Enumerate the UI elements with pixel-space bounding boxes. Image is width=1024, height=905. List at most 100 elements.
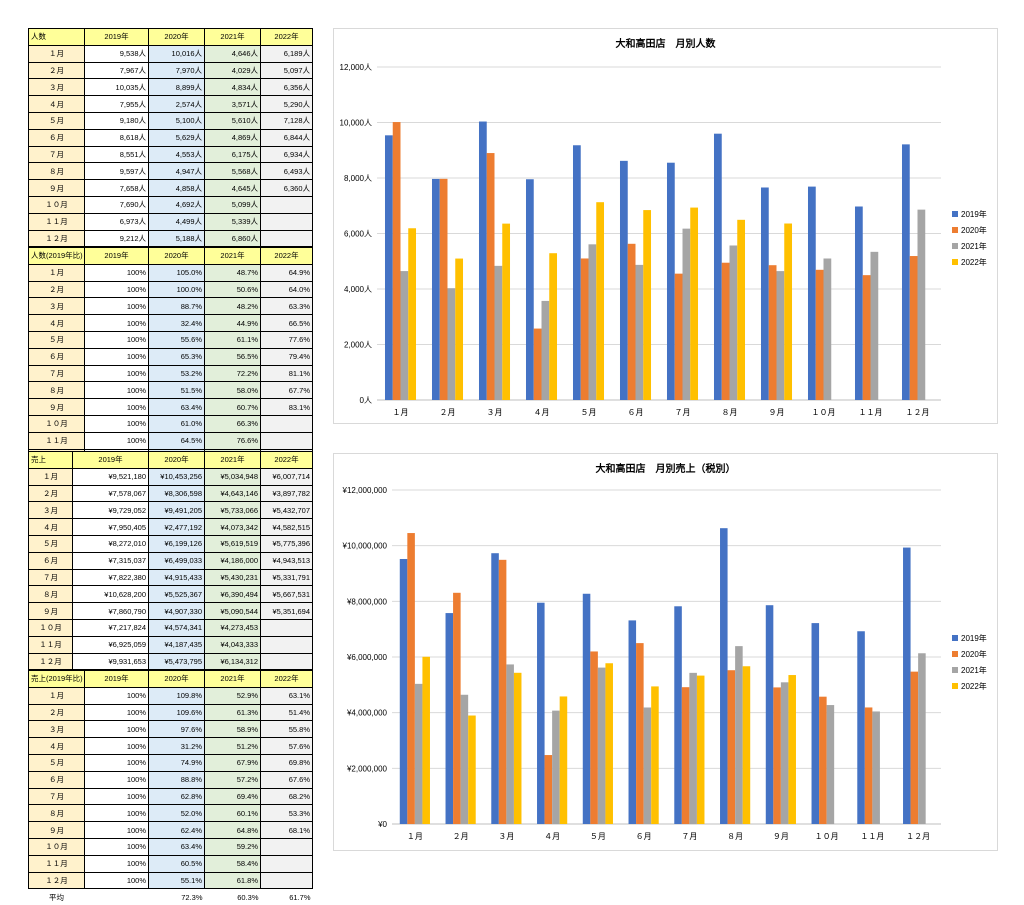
- table-cell: 100%: [84, 837, 149, 856]
- table-cell: 5,568人: [204, 162, 261, 181]
- row-label: ４月: [28, 737, 85, 755]
- table-cell: 5,629人: [148, 128, 205, 147]
- table-row: ４月 7,955人 2,574人 3,571人 5,290人: [28, 95, 313, 113]
- table-cell: ¥4,073,342: [204, 518, 261, 536]
- bar: [826, 705, 835, 824]
- row-label: ６月: [28, 551, 73, 570]
- bar: [636, 643, 644, 824]
- x-tick-label: ２月: [440, 408, 456, 417]
- bar: [773, 687, 781, 824]
- table-cell: 10,016人: [148, 44, 205, 63]
- bar: [445, 613, 454, 824]
- table-cell: 4,858人: [148, 179, 205, 197]
- y-tick-label: ¥4,000,000: [346, 709, 388, 718]
- bar: [559, 696, 568, 824]
- bar: [498, 559, 507, 824]
- table-cell: ¥4,187,435: [148, 635, 205, 654]
- column-header: 2021年: [204, 247, 261, 265]
- table-cell: 100%: [84, 431, 149, 450]
- table-row: １月 ¥9,521,180 ¥10,453,256 ¥5,034,948 ¥6,007,…: [28, 467, 313, 486]
- table-row: １２月 9,212人 5,188人 6,860人: [28, 229, 313, 248]
- table-cell: 100%: [84, 381, 149, 400]
- table-cell: 55.1%: [148, 871, 205, 890]
- table-cell: 60.1%: [204, 804, 261, 823]
- table-row: １１月 6,973人 4,499人 5,339人: [28, 212, 313, 231]
- row-label: ３月: [28, 720, 85, 739]
- bar: [407, 533, 415, 824]
- table-cell: ¥4,943,513: [260, 551, 313, 570]
- table-cell: 10,035人: [84, 78, 149, 97]
- bar: [439, 178, 448, 400]
- bar: [431, 178, 440, 400]
- legend-label: 2022年: [961, 257, 987, 267]
- row-label: ５月: [28, 534, 73, 553]
- table-cell: 68.1%: [260, 821, 313, 839]
- table-header-row: 人数(2019年比) 2019年 2020年 2021年 2022年: [28, 247, 313, 265]
- table-cell: ¥4,582,515: [260, 518, 313, 536]
- table-cell: 3,571人: [204, 95, 261, 113]
- table-cell: 4,029人: [204, 61, 261, 80]
- visitors-chart: 大和高田店 月別人数 0人 2,000人 4,000人 6,000人 8,000人 10,0…: [333, 28, 998, 424]
- table-cell: ¥7,315,037: [72, 551, 149, 570]
- row-label: ９月: [28, 821, 85, 839]
- table-row: １１月 ¥6,925,059 ¥4,187,435 ¥4,043,333: [28, 635, 313, 654]
- table-cell: ¥7,578,067: [72, 484, 149, 503]
- table-cell: 6,356人: [260, 78, 313, 97]
- table-cell: [260, 195, 313, 214]
- bar: [768, 265, 777, 400]
- table-cell: 100%: [84, 720, 149, 739]
- bar: [533, 328, 542, 400]
- visitors-ratio-table: 人数(2019年比) 2019年 2020年 2021年 2022年 １月 100% 105.…: [28, 247, 313, 482]
- table-cell: 5,100人: [148, 111, 205, 130]
- table-cell: ¥6,007,714: [260, 467, 313, 486]
- table-cell: 4,834人: [204, 78, 261, 97]
- row-label: １２月: [28, 652, 73, 671]
- table-header-row: 売上(2019年比) 2019年 2020年 2021年 2022年: [28, 670, 313, 688]
- row-label: ８月: [28, 381, 85, 400]
- table-cell: ¥5,473,795: [148, 652, 205, 671]
- bar: [784, 223, 793, 400]
- table-cell: 5,339人: [204, 212, 261, 231]
- table-row: ９月 100% 63.4% 60.7% 83.1%: [28, 398, 313, 416]
- table-cell: 8,618人: [84, 128, 149, 147]
- table-cell: ¥5,331,791: [260, 568, 313, 587]
- table-cell: [260, 854, 313, 873]
- y-tick-label: 12,000人: [340, 63, 372, 72]
- row-label: １０月: [28, 618, 73, 637]
- chart-title: 大和高田店 月別売上（税別）: [596, 462, 736, 475]
- table-cell: 64.0%: [260, 280, 313, 299]
- table-cell: 52.9%: [204, 686, 261, 705]
- table-cell: ¥9,729,052: [72, 501, 149, 520]
- table-cell: ¥5,619,519: [204, 534, 261, 553]
- bar: [580, 258, 589, 400]
- table-cell: ¥4,043,333: [204, 635, 261, 654]
- table-row: ９月 100% 62.4% 64.8% 68.1%: [28, 821, 313, 839]
- bar: [862, 275, 871, 400]
- bar: [486, 153, 495, 400]
- table-cell: 64.8%: [204, 821, 261, 839]
- table-cell: 63.4%: [148, 837, 205, 856]
- column-header: 2022年: [260, 247, 313, 265]
- bar: [788, 675, 796, 824]
- table-cell: 6,360人: [260, 179, 313, 197]
- table-row: ３月 100% 88.7% 48.2% 63.3%: [28, 297, 313, 316]
- table-cell: 100%: [84, 398, 149, 416]
- table-row: １月 100% 109.8% 52.9% 63.1%: [28, 686, 313, 705]
- table-row: １０月 100% 61.0% 66.3%: [28, 414, 313, 433]
- bar: [627, 243, 636, 400]
- bar: [453, 592, 461, 824]
- table-row: １１月 100% 60.5% 58.4%: [28, 854, 313, 873]
- bar: [384, 135, 393, 400]
- bar: [491, 553, 499, 824]
- x-tick-label: １２月: [906, 832, 930, 841]
- legend-swatch: [952, 211, 958, 217]
- y-tick-label: 8,000人: [344, 174, 372, 183]
- table-cell: 44.9%: [204, 314, 261, 332]
- bar: [552, 710, 560, 824]
- table-row: ８月 ¥10,628,200 ¥5,525,367 ¥6,390,494 ¥5,667,…: [28, 585, 313, 604]
- bar: [780, 682, 789, 824]
- table-row: ４月 100% 31.2% 51.2% 57.6%: [28, 737, 313, 755]
- row-label: ９月: [28, 398, 85, 416]
- y-tick-label: ¥6,000,000: [346, 653, 388, 662]
- table-cell: 63.3%: [260, 297, 313, 316]
